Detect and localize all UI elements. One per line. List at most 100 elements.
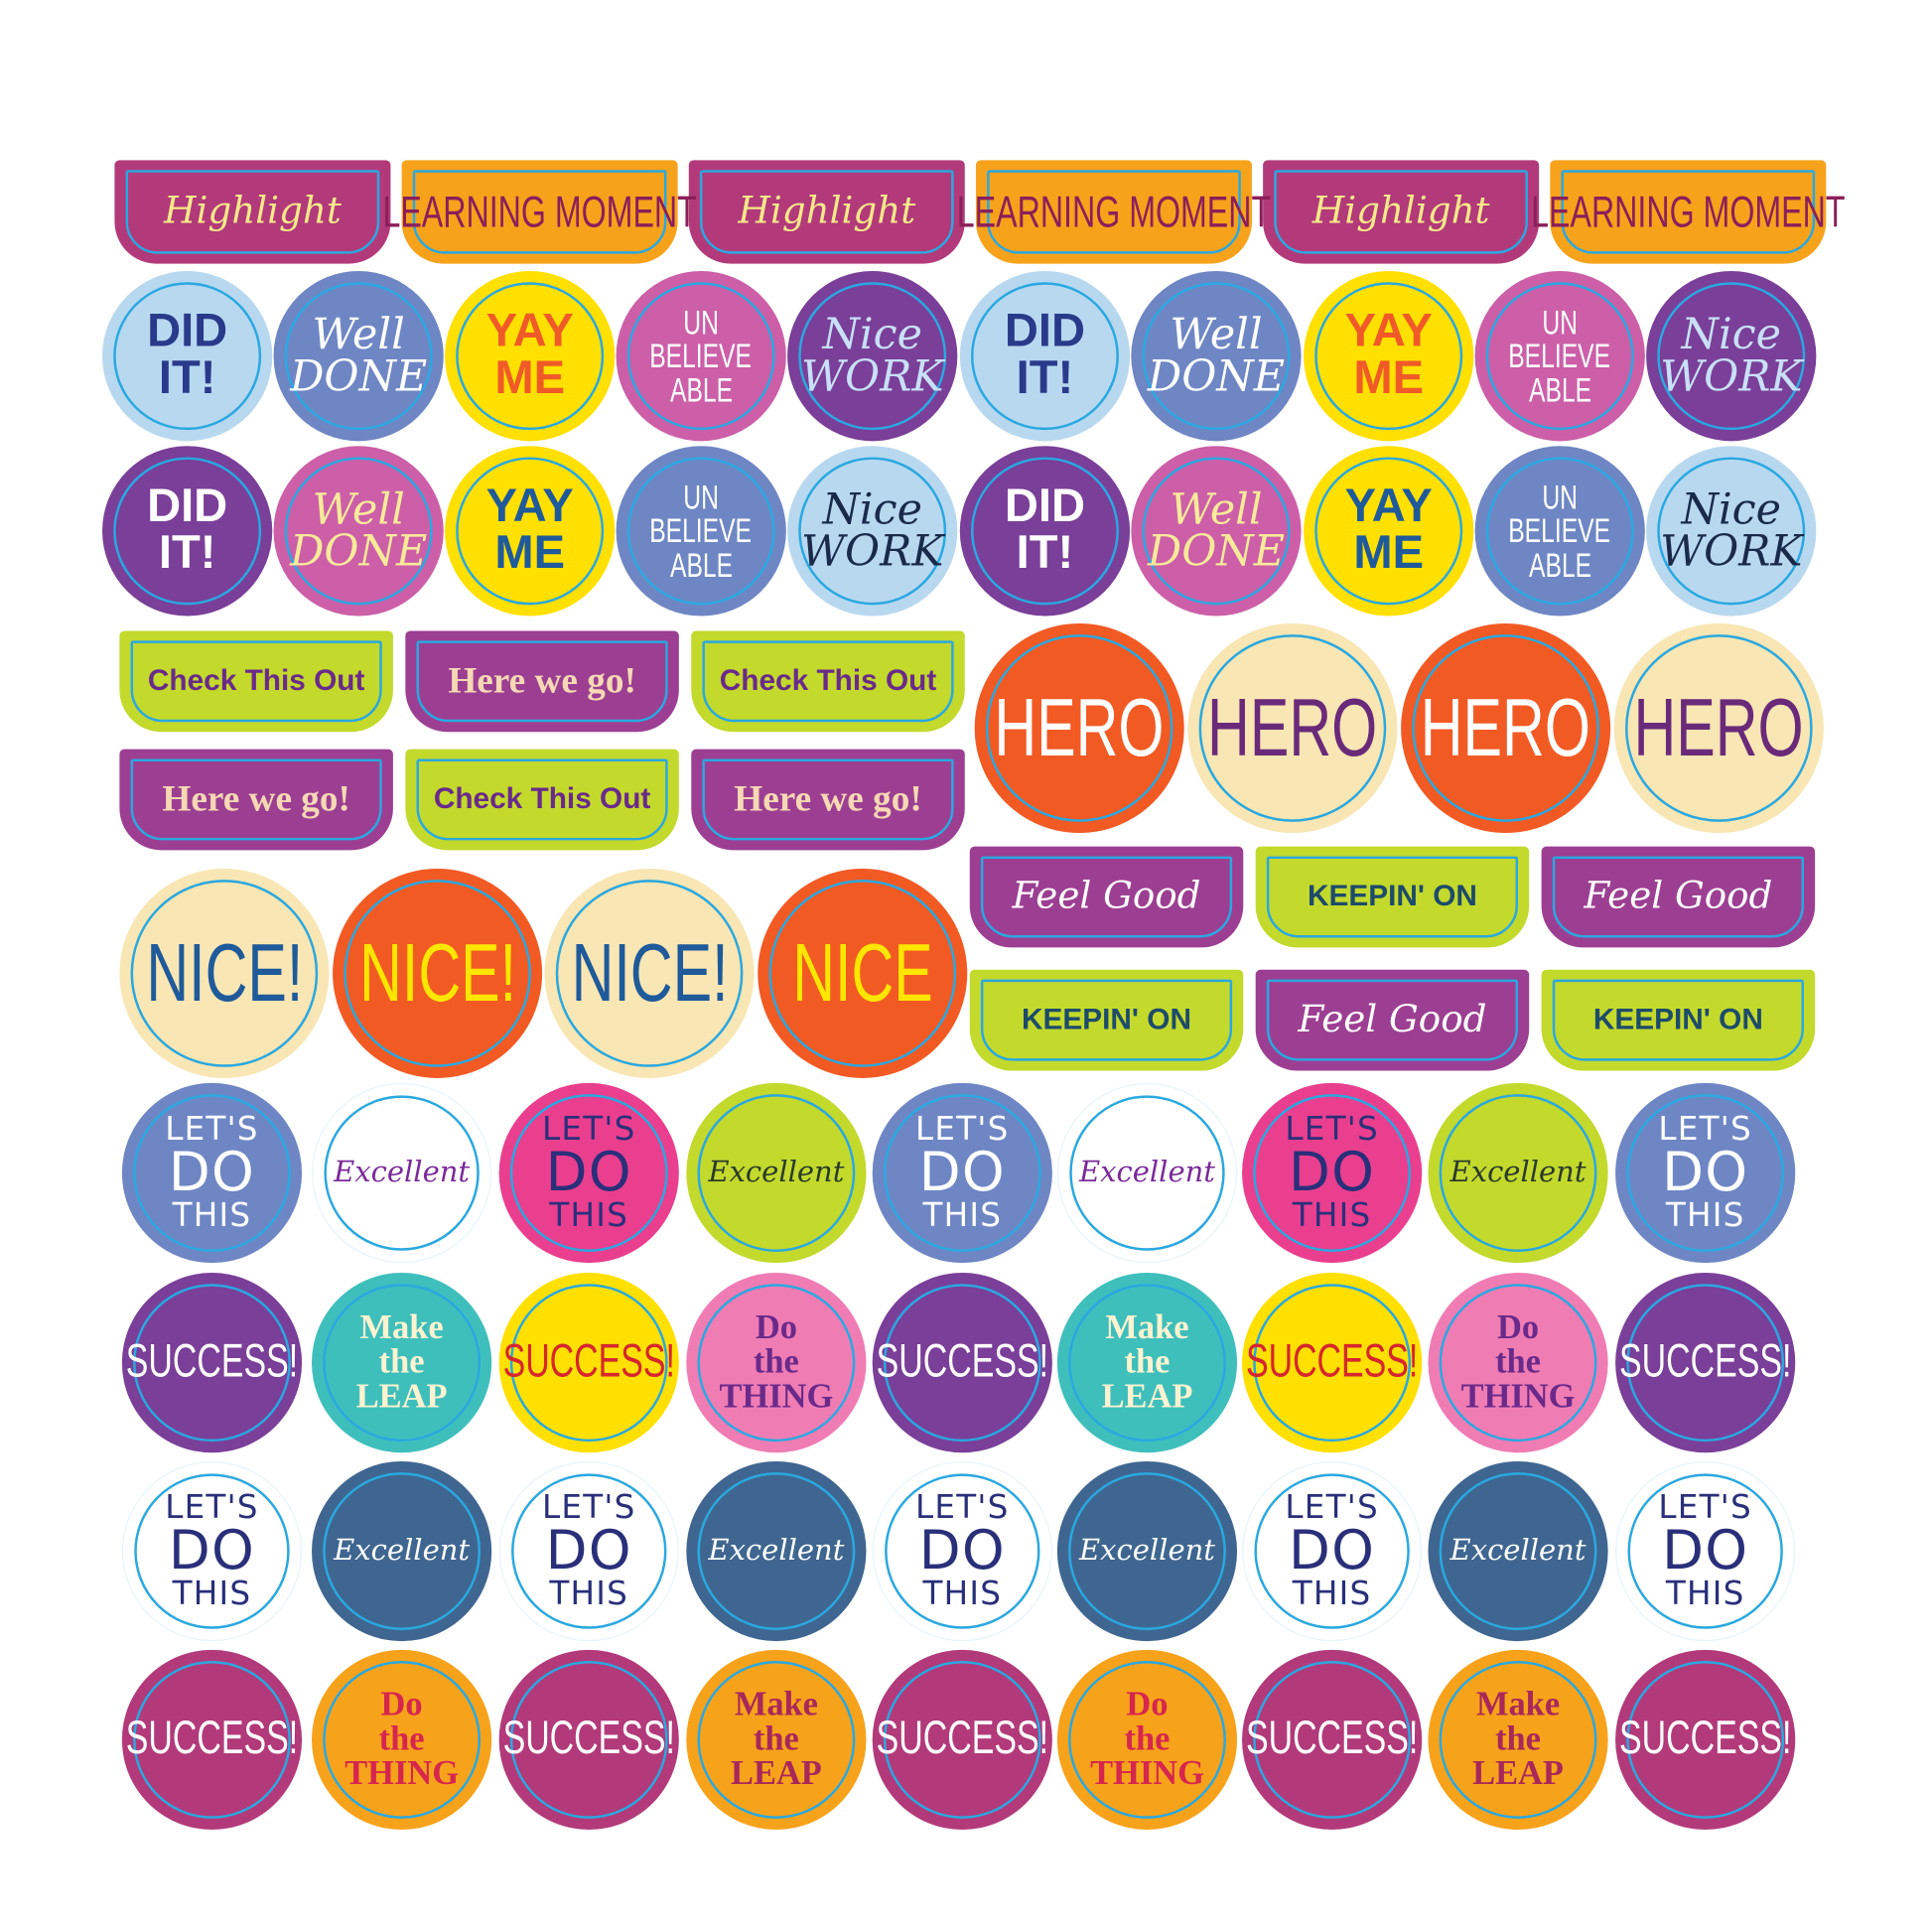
sticker-text: THING bbox=[345, 1754, 459, 1793]
round-sticker: YAY ME bbox=[1304, 446, 1474, 617]
sticker-text: LEARNING MOMENT bbox=[382, 186, 697, 237]
sticker-text: the bbox=[753, 1342, 799, 1382]
sticker-text: IT! bbox=[158, 527, 216, 580]
sticker-text: Highlight bbox=[164, 190, 342, 233]
sticker-text: ABLE bbox=[1528, 370, 1591, 409]
sticker-text: YAY bbox=[485, 305, 574, 357]
sticker-text: Excellent bbox=[1078, 1155, 1215, 1190]
round-sticker: SUCCESS! bbox=[1242, 1273, 1423, 1453]
sticker-text: ME bbox=[1353, 351, 1425, 405]
sticker-text: DO bbox=[1662, 1519, 1749, 1582]
sticker-text: DONE bbox=[1147, 351, 1286, 402]
sticker-text: DID bbox=[1004, 305, 1086, 357]
sticker-text: Nice bbox=[1681, 484, 1781, 535]
sticker-text: Check This Out bbox=[719, 663, 937, 698]
sticker-text: THING bbox=[1090, 1754, 1204, 1793]
sticker-text: ME bbox=[494, 527, 565, 580]
sticker-text: UN bbox=[1542, 478, 1579, 516]
round-sticker: UN BELIEVE ABLE bbox=[1474, 271, 1645, 442]
round-sticker: Do the THING bbox=[1056, 1649, 1238, 1831]
tab-sticker: Highlight bbox=[1263, 160, 1540, 264]
round-sticker: Excellent bbox=[1428, 1460, 1608, 1642]
sticker-text: Do bbox=[755, 1308, 797, 1348]
tab-sticker: LEARNING MOMENT bbox=[1531, 160, 1845, 264]
tab-sticker: LEARNING MOMENT bbox=[957, 160, 1271, 264]
round-sticker: LET'S DO THIS bbox=[1242, 1460, 1423, 1642]
sticker-text: KEEPIN' ON bbox=[1592, 1003, 1763, 1036]
round-sticker: LET'S DO THIS bbox=[1615, 1460, 1796, 1642]
tab-sticker: Feel Good bbox=[1255, 969, 1530, 1071]
sticker-text: HERO bbox=[1633, 682, 1804, 774]
sticker-text: DO bbox=[1289, 1141, 1376, 1204]
sticker-text: Here we go! bbox=[162, 778, 350, 820]
sticker-text: THIS bbox=[922, 1576, 1003, 1613]
sticker-text: LEAP bbox=[355, 1377, 448, 1416]
sticker-text: SUCCESS! bbox=[125, 1713, 299, 1765]
round-sticker: Excellent bbox=[686, 1460, 867, 1642]
tab-sticker: Highlight bbox=[114, 160, 391, 264]
sticker-text: DO bbox=[168, 1519, 256, 1582]
round-sticker: Excellent bbox=[311, 1082, 492, 1264]
sticker-text: NICE bbox=[791, 927, 933, 1020]
round-sticker: DID IT! bbox=[959, 271, 1131, 442]
sticker-text: SUCCESS! bbox=[502, 1335, 675, 1388]
round-sticker: Excellent bbox=[1056, 1082, 1238, 1264]
sticker-text: Check This Out bbox=[433, 782, 651, 816]
sticker-text: HERO bbox=[1421, 682, 1591, 774]
round-sticker: LET'S DO THIS bbox=[872, 1460, 1052, 1642]
tab-sticker: Feel Good bbox=[1541, 846, 1816, 948]
round-sticker: Well DONE bbox=[273, 271, 444, 442]
sticker-text: SUCCESS! bbox=[876, 1713, 1048, 1765]
sticker-text: ME bbox=[494, 351, 565, 405]
sticker-text: DO bbox=[1289, 1519, 1376, 1582]
sticker-text: THIS bbox=[922, 1197, 1003, 1235]
sticker-text: NICE! bbox=[358, 927, 516, 1020]
sticker-text: the bbox=[1124, 1719, 1171, 1759]
sticker-text: DID bbox=[1004, 480, 1086, 533]
sticker-text: Excellent bbox=[334, 1155, 471, 1190]
round-sticker: HERO bbox=[1187, 622, 1398, 833]
sticker-text: IT! bbox=[1016, 527, 1074, 580]
sticker-text: Make bbox=[1475, 1686, 1561, 1724]
sticker-text: BELIEVE bbox=[649, 337, 753, 375]
sticker-text: Feel Good bbox=[1012, 875, 1201, 918]
round-sticker: YAY ME bbox=[445, 271, 616, 442]
sticker-text: Excellent bbox=[708, 1155, 845, 1190]
round-sticker: SUCCESS! bbox=[1615, 1273, 1796, 1453]
sticker-text: LET'S bbox=[165, 1111, 259, 1149]
sticker-text: ME bbox=[1353, 527, 1425, 580]
round-sticker: Nice WORK bbox=[1646, 271, 1817, 442]
sticker-text: LEAP bbox=[1101, 1377, 1193, 1416]
sticker-text: SUCCESS! bbox=[1245, 1335, 1419, 1388]
sticker-text: Feel Good bbox=[1298, 998, 1487, 1041]
round-sticker: SUCCESS! bbox=[121, 1649, 303, 1831]
sticker-text: Do bbox=[1496, 1308, 1540, 1348]
round-sticker: NICE! bbox=[544, 868, 755, 1078]
round-sticker: SUCCESS! bbox=[872, 1649, 1052, 1831]
round-sticker: UN BELIEVE ABLE bbox=[1474, 446, 1645, 617]
sticker-text: Feel Good bbox=[1584, 875, 1773, 918]
sticker-text: the bbox=[378, 1719, 425, 1759]
round-sticker: Excellent bbox=[1428, 1082, 1608, 1264]
sticker-text: DONE bbox=[290, 351, 428, 402]
sticker-text: Here we go! bbox=[448, 660, 636, 702]
sticker-text: KEEPIN' ON bbox=[1022, 1003, 1191, 1036]
round-sticker: LET'S DO THIS bbox=[1242, 1082, 1423, 1264]
round-sticker: Well DONE bbox=[1131, 271, 1302, 442]
sticker-text: Do bbox=[380, 1686, 423, 1724]
sticker-text: YAY bbox=[1344, 305, 1433, 357]
round-sticker: DID IT! bbox=[959, 446, 1131, 617]
round-sticker: LET'S DO THIS bbox=[121, 1460, 303, 1642]
sticker-text: ABLE bbox=[669, 545, 733, 585]
sticker-text: DO bbox=[918, 1519, 1006, 1582]
sticker-text: the bbox=[1495, 1342, 1541, 1382]
round-sticker: Make the LEAP bbox=[686, 1649, 867, 1831]
round-sticker: LET'S DO THIS bbox=[498, 1460, 679, 1642]
sticker-text: DO bbox=[545, 1519, 632, 1582]
sticker-text: DO bbox=[918, 1141, 1006, 1204]
sticker-text: the bbox=[378, 1342, 425, 1382]
sticker-text: Make bbox=[1105, 1308, 1189, 1348]
sticker-text: Nice bbox=[822, 310, 922, 359]
sticker-text: DID bbox=[147, 305, 228, 357]
sticker-text: DONE bbox=[1147, 527, 1286, 577]
